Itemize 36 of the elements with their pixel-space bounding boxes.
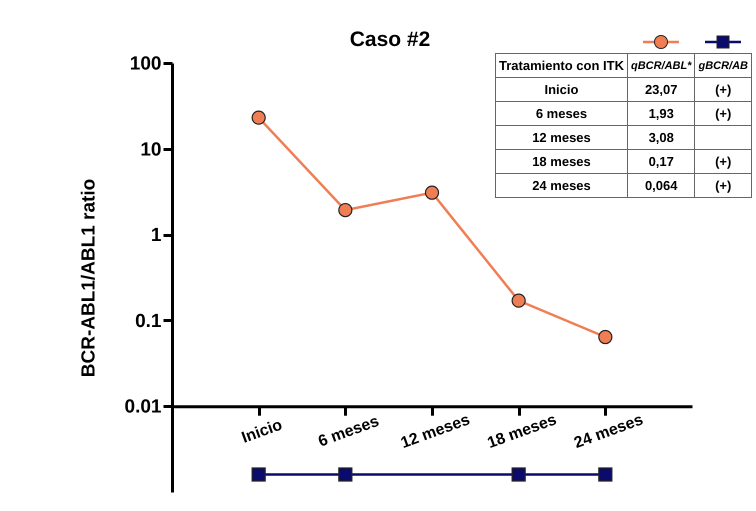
y-axis-title: Tratamiento con ITK — [496, 54, 628, 78]
y-axis-title: BCR-ABL1/ABL1 ratio — [78, 178, 100, 378]
point — [338, 467, 352, 482]
y-tick-label: 1 — [150, 225, 162, 246]
text: 0,17 — [648, 154, 674, 169]
point — [252, 467, 266, 482]
text: 3,08 — [648, 130, 674, 145]
text: (+) — [715, 154, 732, 169]
x-tick-label: qBCR/ABL* — [627, 54, 695, 78]
y-tick-label: 6 meses — [496, 102, 628, 126]
text: (+) — [715, 82, 732, 97]
y-tick-label: 0.1 — [135, 310, 162, 332]
chart-title: Caso #2 — [350, 28, 430, 51]
point — [252, 110, 266, 125]
point — [424, 186, 440, 200]
y-tick-label: 24 meses — [496, 174, 628, 198]
x-tick-label: gBCR/AB — [694, 54, 752, 78]
y-tick-label: 18 meses — [496, 150, 628, 174]
y-tick-label: 0.01 — [124, 396, 162, 418]
text: 0,064 — [644, 178, 678, 193]
point — [338, 202, 352, 218]
text: (+) — [715, 106, 732, 121]
y-tick-label: 12 meses — [496, 126, 628, 150]
text: 23,07 — [644, 82, 678, 97]
y-tick-label: 100 — [130, 54, 162, 74]
text: (+) — [715, 178, 732, 193]
point — [512, 294, 526, 308]
point — [598, 467, 612, 482]
x-tick-label: Inicio — [240, 416, 285, 447]
point — [598, 330, 612, 344]
y-tick-label: 10 — [140, 139, 162, 160]
point — [512, 467, 526, 482]
y-tick-label: Inicio — [496, 78, 628, 102]
x-tick-label: 12 meses — [398, 411, 472, 452]
text: 1,93 — [648, 106, 674, 121]
x-tick-label: 6 meses — [316, 412, 382, 450]
